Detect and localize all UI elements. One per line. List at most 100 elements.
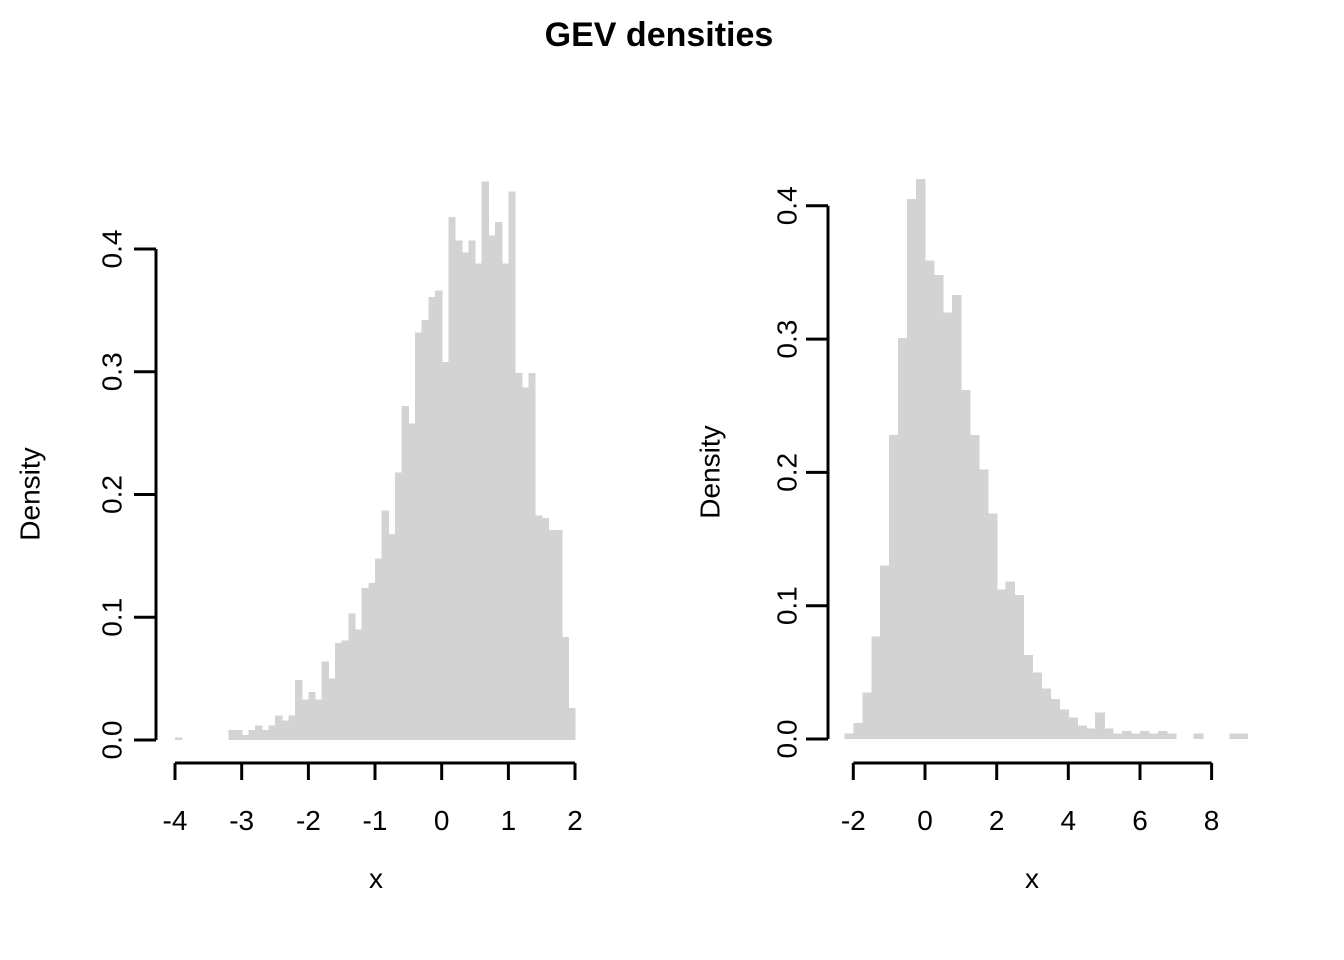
histogram-bar <box>1122 731 1132 739</box>
histogram-bar <box>355 629 363 740</box>
histogram-bar <box>555 530 563 740</box>
histogram-bar <box>996 589 1007 739</box>
histogram-bar <box>368 582 376 740</box>
histogram-bar <box>248 730 256 740</box>
histogram-bar <box>421 320 429 740</box>
histogram-bar <box>1139 731 1150 739</box>
y-axis-left <box>134 247 158 742</box>
histogram-bar <box>561 636 569 740</box>
x-tick-label: -1 <box>363 805 388 836</box>
histogram-bar <box>1113 733 1123 739</box>
x-tick-label: 4 <box>1061 805 1077 836</box>
histogram-bar <box>907 199 917 739</box>
histogram-bar <box>951 295 962 739</box>
histogram-bar <box>241 735 249 740</box>
histogram-bar <box>501 263 509 740</box>
ylabel-left: Density <box>15 447 46 540</box>
histogram-bar <box>235 730 243 740</box>
histogram-bar <box>388 533 396 740</box>
histogram-bar <box>521 387 529 740</box>
x-tick-label: -4 <box>163 805 188 836</box>
y-tick-label: 0.4 <box>97 230 128 269</box>
histogram-bar <box>441 361 449 740</box>
histogram-bar <box>428 296 436 740</box>
histogram-bar <box>281 720 289 740</box>
histogram-bar <box>925 260 935 739</box>
histogram-bar <box>1131 733 1141 739</box>
histogram-bar <box>916 179 926 739</box>
y-tick-label: 0.3 <box>97 352 128 391</box>
histogram-bar <box>328 678 336 741</box>
x-tick-label: -3 <box>229 805 254 836</box>
histogram-right-bars <box>844 179 1249 740</box>
histogram-bar <box>889 435 899 739</box>
histogram-bar <box>862 692 872 740</box>
histogram-bar <box>1077 725 1087 739</box>
histogram-bar <box>315 699 323 740</box>
histogram-bar <box>395 472 403 740</box>
x-tick-label: 8 <box>1204 805 1220 836</box>
y-tick-label: 0.1 <box>97 598 128 637</box>
histogram-bar <box>301 699 309 740</box>
histogram-bar <box>960 389 971 739</box>
x-tick-label: 2 <box>567 805 583 836</box>
x-tick-label: 6 <box>1132 805 1148 836</box>
histogram-bar <box>1068 717 1078 739</box>
y-tick-label: 0.1 <box>772 586 803 625</box>
histogram-bar <box>1086 728 1096 739</box>
histogram-bar <box>261 730 269 740</box>
histogram-bar <box>1166 733 1177 739</box>
histogram-left-bars <box>175 181 576 741</box>
histogram-bar <box>987 513 998 739</box>
histogram-bar <box>1095 712 1105 739</box>
histogram-bar <box>1193 733 1204 739</box>
histogram-bar <box>361 587 369 740</box>
histogram-bar <box>844 733 854 739</box>
y-axis-right <box>806 204 830 741</box>
histogram-bar <box>495 222 503 740</box>
y-tick-label: 0.4 <box>772 186 803 225</box>
histogram-bar <box>568 708 576 740</box>
histogram-bar <box>1229 733 1240 739</box>
histogram-bar <box>415 332 423 740</box>
y-tick-label: 0.0 <box>97 721 128 760</box>
histogram-bar <box>978 469 989 739</box>
histogram-bar <box>1104 728 1114 739</box>
x-axis-right <box>851 761 1214 780</box>
xlabel-right: x <box>1025 863 1039 894</box>
histogram-bar <box>468 240 476 740</box>
histogram-bar <box>255 725 263 740</box>
histogram-bar <box>1050 699 1060 739</box>
histogram-bar <box>308 692 316 740</box>
histogram-bar <box>508 191 516 740</box>
x-axis-left <box>173 761 577 780</box>
y-tick-label: 0.2 <box>772 453 803 492</box>
histogram-bar <box>541 517 549 740</box>
histogram-bar <box>1059 709 1069 739</box>
x-tick-label: 1 <box>501 805 517 836</box>
histogram-bar <box>1148 733 1159 739</box>
y-tick-label: 0.2 <box>97 475 128 514</box>
x-tick-label: -2 <box>296 805 321 836</box>
histogram-bar <box>871 636 881 739</box>
histogram-bar <box>1005 581 1016 739</box>
histogram-bar <box>381 510 389 740</box>
histogram-bar <box>275 715 283 740</box>
xlabel-left: x <box>369 863 383 894</box>
histogram-bar <box>175 737 183 740</box>
histogram-bar <box>933 275 944 739</box>
histogram-bar <box>408 423 416 740</box>
y-tick-label: 0.0 <box>772 720 803 759</box>
histogram-bar <box>448 217 456 741</box>
histogram-bar <box>461 252 469 740</box>
histogram-bar <box>321 661 329 740</box>
histogram-bar <box>335 643 343 740</box>
histogram-bar <box>1157 731 1168 739</box>
histogram-bar <box>1014 595 1025 739</box>
histogram-bar <box>435 290 443 740</box>
histogram-bar <box>375 558 383 740</box>
x-tick-label: -2 <box>841 805 866 836</box>
histogram-bar <box>535 515 543 740</box>
